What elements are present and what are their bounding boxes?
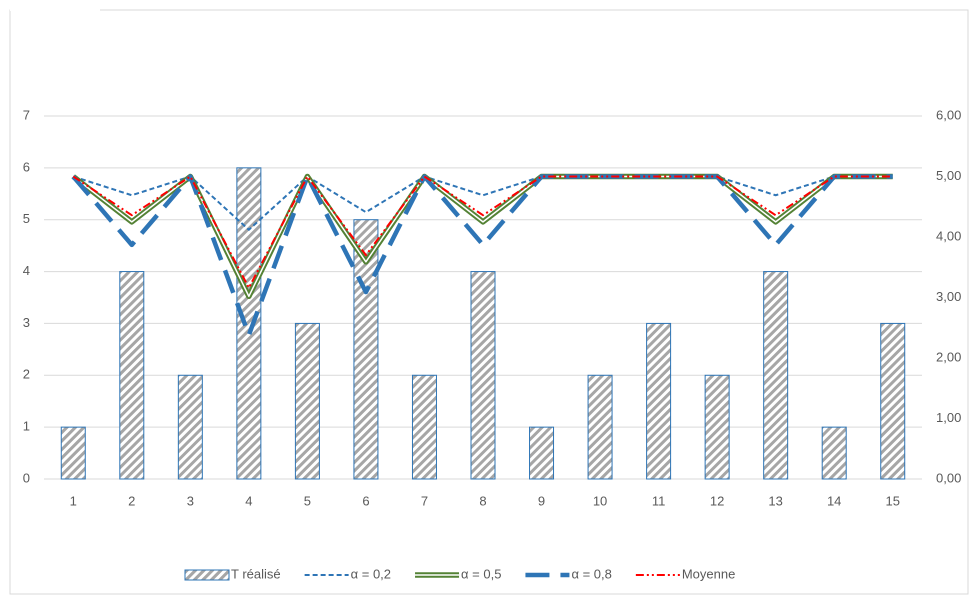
legend-label: T réalisé [231, 566, 281, 581]
bar [236, 167, 262, 480]
line [72, 175, 893, 289]
x-tick-label: 1 [70, 493, 77, 508]
bar [177, 374, 203, 480]
bar [294, 322, 320, 480]
bar [880, 322, 906, 480]
x-tick-label: 4 [245, 493, 252, 508]
y-tick-label: 7 [23, 107, 30, 122]
y2-tick-label: 3,00 [936, 289, 961, 304]
bar [821, 426, 847, 480]
legend-label: α = 0,5 [461, 566, 501, 581]
y-tick-label: 0 [23, 470, 30, 485]
y2-tick-label: 4,00 [936, 228, 961, 243]
bar [60, 426, 86, 480]
y-tick-label: 1 [23, 419, 30, 434]
x-tick-label: 11 [652, 493, 666, 508]
x-tick-label: 14 [827, 493, 841, 508]
x-tick-label: 15 [885, 493, 899, 508]
bar [704, 374, 730, 480]
y2-tick-label: 5,00 [936, 168, 961, 183]
bar [529, 426, 555, 480]
y-tick-label: 3 [23, 315, 30, 330]
line [71, 174, 893, 338]
x-tick-label: 6 [362, 493, 369, 508]
bar [470, 271, 496, 480]
line-inner [72, 175, 893, 298]
x-tick-label: 5 [304, 493, 311, 508]
chart-frame [9, 9, 969, 595]
x-tick-label: 8 [479, 493, 486, 508]
y-tick-label: 5 [23, 211, 30, 226]
x-tick-label: 12 [710, 493, 724, 508]
y-tick-label: 6 [23, 159, 30, 174]
y2-tick-label: 0,00 [936, 470, 961, 485]
bar [411, 374, 437, 480]
y2-tick-label: 6,00 [936, 107, 961, 122]
legend-label: Moyenne [682, 566, 735, 581]
y2-tick-label: 2,00 [936, 349, 961, 364]
bar [646, 322, 672, 480]
legend-label: α = 0,8 [571, 566, 611, 581]
x-tick-label: 2 [128, 493, 135, 508]
x-tick-label: 3 [187, 493, 194, 508]
x-tick-label: 9 [538, 493, 545, 508]
legend-swatch [184, 569, 230, 581]
legend-label: α = 0,2 [351, 566, 391, 581]
x-tick-label: 7 [421, 493, 428, 508]
bar [119, 271, 145, 480]
y-tick-label: 2 [23, 367, 30, 382]
x-tick-label: 10 [593, 493, 607, 508]
x-tick-label: 13 [768, 493, 782, 508]
bar [763, 271, 789, 480]
y2-tick-label: 1,00 [936, 410, 961, 425]
bar [587, 374, 613, 480]
y-tick-label: 4 [23, 263, 30, 278]
